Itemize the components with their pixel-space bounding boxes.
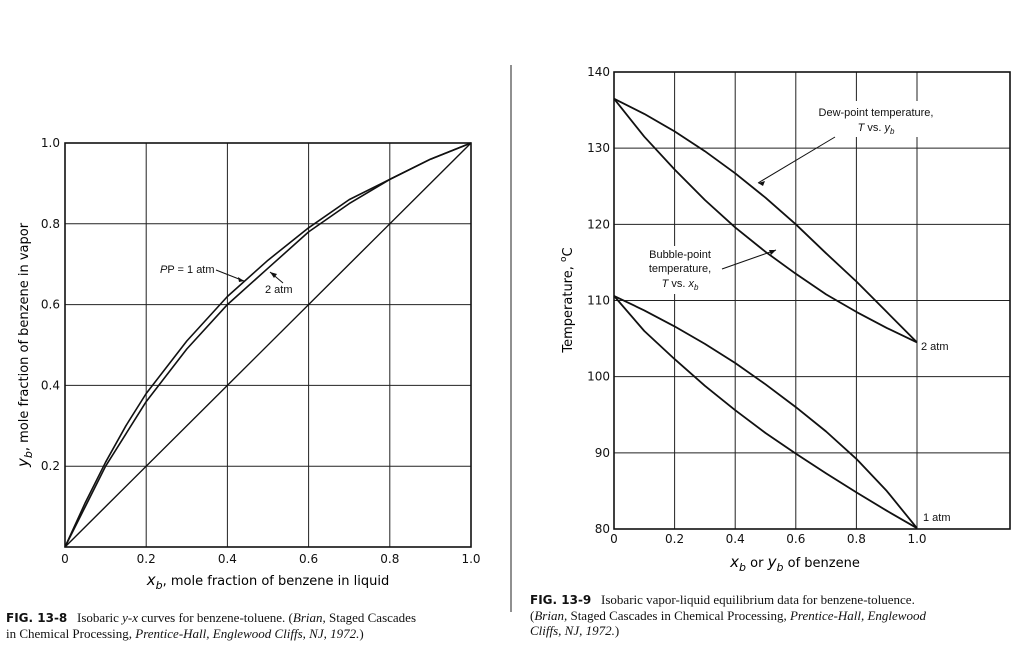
x-axis-label: xb, mole fraction of benzene in liquid	[146, 571, 389, 592]
y-tick-label: 0.4	[41, 378, 60, 392]
x-tick-label: 0	[61, 552, 69, 566]
x-tick-label: 0.4	[218, 552, 237, 566]
x-tick-label: 0.6	[299, 552, 318, 566]
y-tick-label: 0.6	[41, 298, 60, 312]
annotation-dew-leader	[757, 136, 836, 184]
series-line-2	[64, 142, 472, 548]
y-tick-label: 80	[595, 522, 610, 536]
x-axis-label: xb or yb of benzene	[729, 553, 860, 574]
annotation-bg	[638, 246, 722, 294]
y-tick-labels: 0.2 0.4 0.6 0.8 1.0	[41, 136, 60, 473]
y-tick-label: 110	[587, 294, 610, 308]
caption-line: in Chemical Processing, Prentice-Hall, E…	[6, 626, 364, 641]
y-tick-label: 0.8	[41, 217, 60, 231]
y-axis-label: Temperature, oC	[559, 247, 576, 353]
chart-fig-13-9: 0 0.2 0.4 0.6 0.8 1.0 80 90 100 110 120 130 140 Dew…	[559, 65, 1011, 574]
grid-lines	[65, 143, 471, 547]
arrowhead	[758, 181, 765, 186]
x-tick-label: 1.0	[907, 532, 926, 546]
annotation-bubble-line2: temperature,	[649, 263, 711, 275]
grid-lines	[614, 72, 1010, 529]
caption-line: Cliffs, NJ, 1972.)	[530, 623, 620, 638]
series-line-3	[613, 295, 918, 529]
arrowhead	[270, 272, 277, 278]
series-line-0	[613, 97, 918, 344]
y-tick-label: 130	[587, 141, 610, 155]
y-axis-label: yb, mole fraction of benzene in vapor	[14, 222, 35, 468]
annotation-dew-line2: T vs. yb	[858, 122, 895, 136]
y-tick-label: 0.2	[41, 459, 60, 473]
series-group	[64, 142, 472, 548]
y-tick-label: 120	[587, 217, 610, 231]
annotation-p1atm: PP = 1 atm	[160, 264, 215, 276]
x-tick-labels: 0 0.2 0.4 0.6 0.8 1.0	[610, 532, 926, 546]
series-line-1	[613, 98, 918, 344]
x-tick-label: 0.4	[726, 532, 745, 546]
annotation-bubble-line3: T vs. xb	[662, 278, 699, 292]
x-tick-label: 1.0	[461, 552, 480, 566]
plot-frame	[613, 71, 1011, 530]
annotation-1atm: 1 atm	[923, 512, 951, 524]
series-group	[613, 97, 918, 529]
x-tick-label: 0.8	[380, 552, 399, 566]
x-tick-label: 0.2	[137, 552, 156, 566]
series-line-1	[64, 142, 472, 548]
y-tick-label: 1.0	[41, 136, 60, 150]
annotation-dew-line1: Dew-point temperature,	[819, 107, 934, 119]
y-tick-labels: 80 90 100 110 120 130 140	[587, 65, 610, 536]
x-tick-label: 0.2	[665, 532, 684, 546]
series-line-2	[613, 295, 918, 529]
annotation-2atm: 2 atm	[265, 284, 293, 296]
caption-line: FIG. 13-9 Isobaric vapor-liquid equilibr…	[530, 592, 915, 607]
y-tick-label: 90	[595, 446, 610, 460]
y-tick-label: 140	[587, 65, 610, 79]
x-tick-label: 0.6	[786, 532, 805, 546]
x-tick-label: 0.8	[847, 532, 866, 546]
chart-fig-13-8: 0 0.2 0.4 0.6 0.8 1.0 0.2 0.4 0.6 0.8 1.0 PP = 1 …	[14, 136, 481, 592]
caption-line: (Brian, Staged Cascades in Chemical Proc…	[530, 608, 926, 623]
caption-fig-13-8: FIG. 13-8 Isobaric y-x curves for benzen…	[6, 610, 506, 641]
annotation-bg	[803, 101, 948, 137]
x-tick-labels: 0 0.2 0.4 0.6 0.8 1.0	[61, 552, 480, 566]
caption-line: FIG. 13-8 Isobaric y-x curves for benzen…	[6, 610, 417, 625]
annotation-bubble-leader	[721, 249, 777, 270]
annotation-bubble-line1: Bubble-point	[649, 249, 711, 261]
caption-fig-13-9: FIG. 13-9 Isobaric vapor-liquid equilibr…	[530, 592, 1024, 638]
arrowhead	[238, 277, 244, 282]
plot-frame	[64, 142, 472, 548]
x-tick-label: 0	[610, 532, 618, 546]
annotation-2atm: 2 atm	[921, 341, 949, 353]
arrowhead	[769, 250, 776, 255]
y-tick-label: 100	[587, 370, 610, 384]
